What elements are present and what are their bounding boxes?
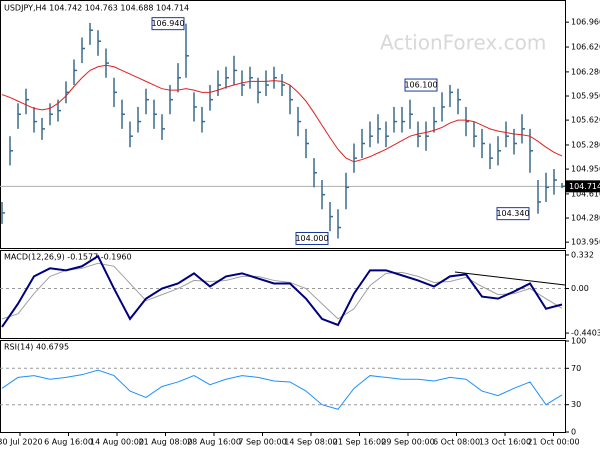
price-panel — [0, 0, 566, 249]
annotation-label: 106.100 — [404, 81, 437, 90]
annotation-box — [404, 78, 438, 92]
y-tick-label: 103.950 — [571, 238, 600, 247]
x-tick-label: 7 Sep 00:00 — [238, 438, 286, 447]
x-tick-label: 14 Sep 08:00 — [284, 438, 337, 447]
x-tick-label: 21 Aug 08:00 — [139, 438, 193, 447]
rsi-panel — [0, 340, 566, 433]
chart-title: USDJPY,H4 104.742 104.763 104.688 104.71… — [4, 4, 189, 13]
y-tick-label: -0.4403 — [571, 329, 600, 338]
x-tick-label: 21 Sep 16:00 — [333, 438, 386, 447]
last-price-box — [566, 180, 600, 193]
last-price-label: 104.714 — [569, 182, 600, 191]
annotation-box — [496, 207, 530, 221]
y-tick-label: 0.332 — [571, 250, 594, 259]
y-tick-label: 106.280 — [571, 67, 600, 76]
rsi-title: RSI(14) 40.6795 — [4, 343, 69, 352]
y-tick-label: 0.00 — [571, 284, 589, 293]
y-tick-label: 106.960 — [571, 18, 600, 27]
y-tick-label: 30 — [571, 400, 581, 409]
x-tick-label: 21 Oct 00:00 — [527, 438, 579, 447]
indicator-line — [1, 254, 563, 328]
annotation-label: 104.000 — [295, 234, 328, 243]
moving-average — [1, 64, 563, 163]
x-tick-label: 6 Aug 16:00 — [44, 438, 93, 447]
indicator-line — [1, 369, 563, 410]
trend-line — [454, 271, 566, 286]
annotation-box — [151, 17, 185, 31]
macd-title: MACD(12,26,9) -0.1577 -0.1960 — [4, 253, 132, 262]
x-tick-label: 29 Sep 00:00 — [381, 438, 434, 447]
y-tick-label: 105.280 — [571, 140, 600, 149]
y-tick-label: 104.610 — [571, 189, 600, 198]
y-tick-label: 105.620 — [571, 116, 600, 125]
annotation-label: 104.340 — [496, 209, 529, 218]
y-tick-label: 70 — [571, 364, 581, 373]
y-tick-label: 106.620 — [571, 43, 600, 52]
x-tick-label: 14 Aug 00:00 — [90, 438, 144, 447]
y-tick-label: 0 — [571, 428, 576, 437]
x-tick-label: 13 Oct 16:00 — [479, 438, 531, 447]
annotation-label: 106.940 — [151, 19, 184, 28]
watermark: ActionForex.com — [380, 31, 546, 55]
y-tick-label: 104.950 — [571, 165, 600, 174]
annotation-box — [295, 232, 329, 245]
x-tick-label: 6 Oct 08:00 — [433, 438, 480, 447]
macd-panel — [0, 250, 566, 339]
y-tick-label: 104.280 — [571, 214, 600, 223]
x-tick-label: 28 Aug 16:00 — [187, 438, 241, 447]
y-tick-label: 100 — [571, 337, 586, 346]
x-tick-label: 30 Jul 2020 — [0, 438, 43, 447]
y-tick-label: 105.950 — [571, 92, 600, 101]
